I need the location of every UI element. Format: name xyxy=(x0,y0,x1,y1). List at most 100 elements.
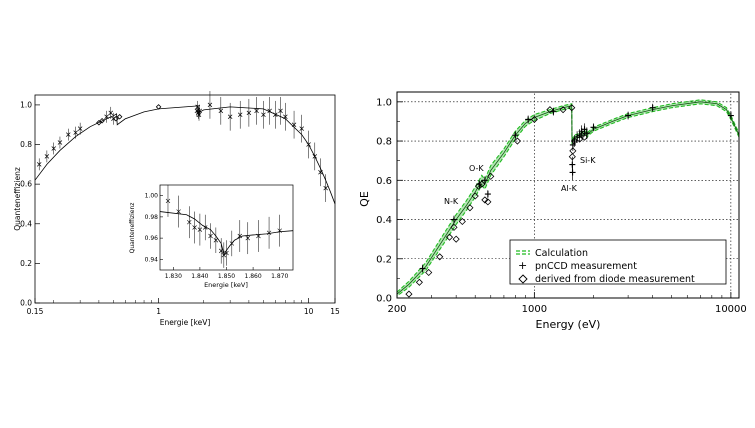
inset-cross-point xyxy=(277,228,282,233)
left-diamond-point xyxy=(113,116,119,122)
left-cross-point xyxy=(195,104,200,110)
left-cross-point xyxy=(254,108,259,114)
inset-cross-point xyxy=(245,235,250,241)
left-cross-point xyxy=(104,114,109,120)
left-x-axis-label: Energie [keV] xyxy=(160,318,211,327)
left-cross-point xyxy=(273,112,278,118)
inset-marks xyxy=(159,185,294,268)
left-plot-frame xyxy=(34,94,336,304)
pnccd-plus-point xyxy=(590,124,597,131)
pnccd-plus-point xyxy=(525,116,532,123)
diode-diamond-point xyxy=(580,133,589,141)
calculation-upper-line xyxy=(396,99,740,293)
inset-cross-point xyxy=(208,233,213,239)
diode-diamond-point xyxy=(415,278,423,286)
right-y-tick-label: 0.0 xyxy=(376,294,392,305)
left-diamond-point xyxy=(96,119,102,126)
diode-diamond-point xyxy=(436,253,444,261)
left-cross-point xyxy=(291,122,297,127)
diode-diamond-point xyxy=(546,106,554,114)
left-chart: 0.15 1 10 15 0.0 0.2 0.4 0.6 0.8 1.0 Energie [keV… xyxy=(13,91,340,327)
right-x-tick-label: 200 xyxy=(387,304,406,315)
annotation-al-k: Al-K xyxy=(561,184,578,193)
inset-y-tick-label: 0.96 xyxy=(145,235,159,242)
right-legend: Calculation + pnCCD measurement derived … xyxy=(509,239,727,285)
left-y-tick-label: 1.0 xyxy=(20,100,32,109)
inset-x-tick-label: 1.830 xyxy=(165,273,182,280)
diode-diamond-point xyxy=(425,268,433,277)
left-y-tick-label: 0.6 xyxy=(20,180,32,189)
right-y-tick-label: 0.4 xyxy=(376,215,392,226)
legend-box xyxy=(509,239,727,285)
annotation-si-k: Si-K xyxy=(580,156,596,165)
inset-cross-point xyxy=(192,225,197,230)
inset-cross-point xyxy=(224,250,229,256)
legend-label-diode: derived from diode measurement xyxy=(535,274,695,285)
inset-cross-point xyxy=(203,225,208,230)
pnccd-plus-point xyxy=(450,216,457,223)
diode-diamond-point xyxy=(471,192,479,200)
inset-cross-point xyxy=(237,233,243,239)
diode-diamond-point xyxy=(458,217,466,226)
right-chart: 200 1000 10000 0.0 0.2 0.4 0.6 0.8 1.0 Energy (e… xyxy=(358,91,747,331)
inset-cross-point xyxy=(218,248,224,254)
left-cross-point xyxy=(306,142,311,147)
pnccd-plus-point xyxy=(569,169,576,176)
diode-diamond-point xyxy=(530,115,538,124)
left-cross-point xyxy=(267,108,272,114)
right-y-tick-label: 0.2 xyxy=(376,254,392,265)
left-marks xyxy=(34,91,336,205)
left-x-tick-label: 15 xyxy=(330,307,340,316)
inset-cross-point xyxy=(165,198,171,204)
inset-x-axis-label: Energie [keV] xyxy=(204,281,248,289)
left-cross-point xyxy=(299,126,304,131)
left-cross-point xyxy=(108,110,114,116)
calculation-lower-line xyxy=(396,103,740,297)
diode-diamond-point xyxy=(452,235,460,243)
diode-diamond-point xyxy=(570,137,579,145)
left-cross-point xyxy=(278,108,283,114)
pnccd-plus-point xyxy=(512,132,519,139)
left-cross-point xyxy=(57,140,63,145)
inset-y-tick-label: 0.98 xyxy=(145,214,159,221)
pnccd-plus-point xyxy=(419,265,426,272)
diode-diamond-point xyxy=(474,182,483,190)
left-y-tick-label: 0.2 xyxy=(20,259,32,268)
inset-chart: 1.830 1.840 1.850 1.860 1.870 0.94 0.96 0.98 1.0… xyxy=(129,184,294,289)
diode-diamond-point xyxy=(445,233,454,241)
diode-diamond-point xyxy=(568,104,576,112)
left-x-tick-label: 10 xyxy=(304,307,314,316)
diode-diamond-point xyxy=(481,196,489,204)
left-cross-point xyxy=(73,130,78,135)
inset-x-tick-label: 1.860 xyxy=(245,273,262,280)
diode-diamond-point xyxy=(568,153,576,161)
inset-y-tick-label: 0.94 xyxy=(145,256,159,263)
pnccd-plus-point xyxy=(649,104,656,111)
left-x-tick-label: 1 xyxy=(156,307,161,316)
legend-label-calculation: Calculation xyxy=(535,248,588,259)
right-plot-frame xyxy=(396,91,740,299)
left-curve xyxy=(34,105,336,205)
right-grid xyxy=(397,92,739,298)
left-diamond-point xyxy=(99,117,105,124)
diode-diamond-point xyxy=(559,106,567,114)
pnccd-plus-point xyxy=(571,138,578,145)
diode-diamond-point xyxy=(513,137,521,145)
legend-label-pnccd: pnCCD measurement xyxy=(535,261,637,272)
inset-x-tick-label: 1.870 xyxy=(271,273,288,280)
right-x-tick-label: 10000 xyxy=(715,304,747,315)
annotation-o-k: O-K xyxy=(469,164,484,173)
inset-y-tick-label: 1.00 xyxy=(145,193,159,200)
right-x-axis-label: Energy (eV) xyxy=(536,318,601,331)
inset-y-axis-label: Quanteneffizienz xyxy=(129,203,136,254)
left-x-tick-label: 0.15 xyxy=(27,307,44,316)
inset-axis-ticks: 1.830 1.840 1.850 1.860 1.870 0.94 0.96 0.98 1.0… xyxy=(145,193,289,280)
left-cross-point xyxy=(261,112,266,118)
diode-diamond-point xyxy=(405,290,413,298)
left-cross-point xyxy=(196,112,202,118)
diode-diamond-point xyxy=(484,198,492,206)
left-cross-point xyxy=(312,154,318,159)
annotation-n-k: N-K xyxy=(444,197,459,206)
